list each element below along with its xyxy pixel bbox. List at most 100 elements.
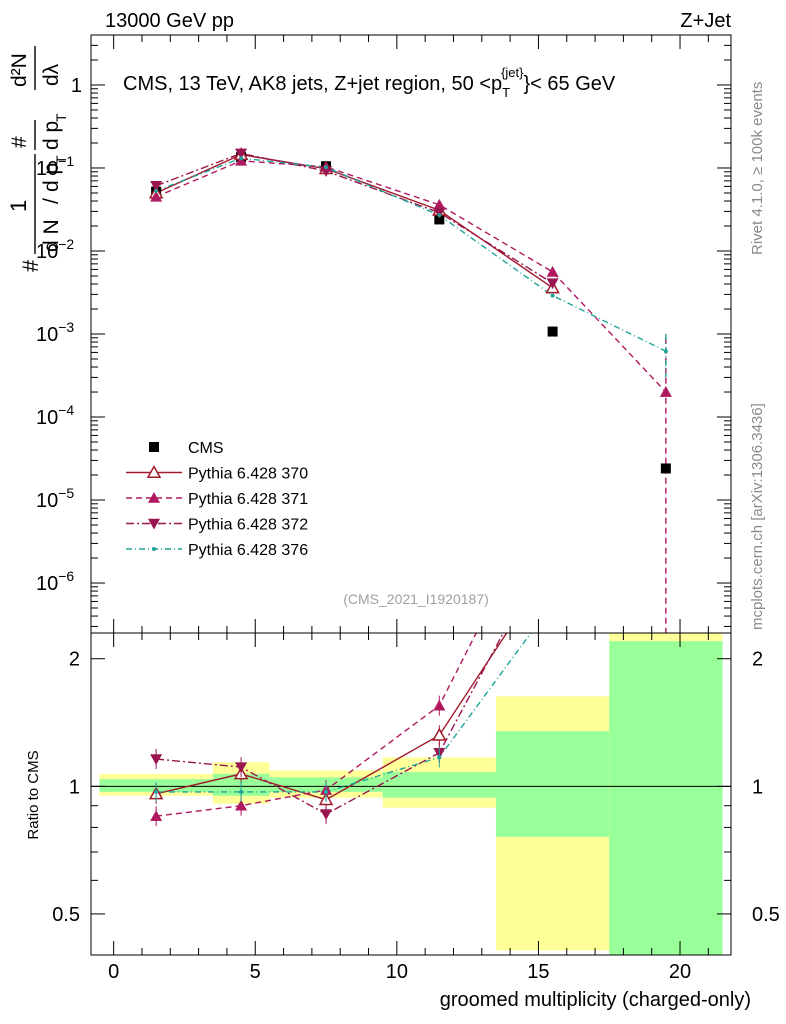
mcplots-reference-label: mcplots.cern.ch [arXiv:1306.3436] — [749, 403, 766, 630]
plot-title-sup: {jet} — [501, 65, 524, 80]
ratio-point-372 — [235, 762, 248, 774]
ratio-y-tick-label-left: 1 — [69, 776, 80, 798]
point-372 — [235, 148, 248, 160]
cms-data-point — [660, 463, 671, 474]
x-tick-label: 5 — [250, 961, 261, 983]
uncertainty-band-inner — [609, 641, 723, 955]
x-tick-label: 0 — [108, 961, 119, 983]
plot-title-tail: }< 65 GeV — [524, 73, 616, 95]
x-tick-label: 10 — [386, 961, 408, 983]
ylabel-dlambda: dλ — [40, 63, 63, 86]
point-376 — [154, 188, 159, 193]
point-371 — [433, 198, 446, 210]
ratio-point-371 — [433, 699, 446, 711]
main-y-tick-label: 1 — [71, 75, 82, 97]
ratio-point-376 — [324, 789, 329, 794]
legend-label: CMS — [188, 440, 224, 457]
ylabel-dn: d N — [40, 219, 63, 252]
main-y-tick-labels: 1 10−1 10−2 10−3 10−4 10−5 10−6 — [36, 75, 82, 595]
ratio-point-370 — [432, 727, 447, 741]
point-371 — [546, 265, 559, 277]
point-376 — [550, 293, 555, 298]
legend-entry: Pythia 6.428 372 — [126, 517, 308, 534]
legend-label: Pythia 6.428 371 — [188, 491, 308, 508]
header-analysis: Z+Jet — [680, 10, 731, 32]
ratio-y-tick-label-right: 2 — [752, 649, 763, 671]
main-y-tick-label: 10−5 — [36, 485, 74, 512]
legend-entry: Pythia 6.428 370 — [126, 464, 308, 483]
ratio-point-376 — [154, 789, 159, 794]
ratio-point-372 — [320, 809, 333, 821]
ylabel-t-sub-2: T — [53, 113, 69, 122]
ylabel-slash: / — [40, 198, 63, 204]
ratio-y-tick-label-right: 1 — [752, 776, 763, 798]
main-panel: 1 10−1 10−2 10−3 10−4 10−5 10−6 — [36, 34, 732, 634]
ylabel-d2n: d²N — [8, 53, 31, 87]
legend-marker-swatch — [148, 492, 160, 503]
main-series-markers — [148, 147, 672, 474]
plot-title-sub: T — [502, 85, 510, 100]
plot-title-main: CMS, 13 TeV, AK8 jets, Z+jet region, 50 … — [123, 73, 502, 95]
ylabel-dpt-2: d p — [40, 121, 63, 150]
rivet-version-label: Rivet 4.1.0, ≥ 100k events — [749, 82, 766, 255]
legend-entry: CMS — [149, 440, 224, 457]
main-y-tick-label: 10−1 — [36, 153, 74, 180]
main-frame — [90, 34, 732, 634]
uncertainty-band-inner — [495, 731, 610, 837]
header-process: 13000 GeV pp — [105, 10, 234, 32]
ratio-point-371 — [235, 799, 248, 811]
ratio-uncertainty-bands — [99, 633, 723, 955]
ratio-panel: 2 2 1 1 0.5 0.5 0 5 10 15 20 — [52, 632, 780, 983]
legend-label: Pythia 6.428 370 — [188, 466, 308, 483]
x-tick-label: 15 — [527, 961, 549, 983]
main-y-axis-label: # 1 d N / d p T # d p T d²N dλ — [6, 46, 69, 272]
x-axis-label: groomed multiplicity (charged-only) — [440, 989, 751, 1011]
legend-entry: Pythia 6.428 376 — [126, 542, 308, 559]
point-376 — [663, 349, 668, 354]
point-376 — [324, 165, 329, 170]
ratio-point-372 — [150, 754, 163, 766]
main-y-ticks — [91, 34, 731, 633]
ratio-y-tick-label-left: 2 — [69, 649, 80, 671]
point-372 — [546, 278, 559, 290]
legend-label: Pythia 6.428 376 — [188, 542, 308, 559]
series-line-376 — [155, 157, 667, 352]
ylabel-one: 1 — [6, 200, 31, 212]
uncertainty-band-inner — [382, 772, 496, 798]
legend-marker-swatch — [146, 464, 162, 479]
legend-marker-swatch — [152, 547, 156, 551]
legend-marker-swatch — [149, 442, 159, 452]
main-y-tick-label: 10−6 — [36, 568, 74, 595]
point-371 — [659, 386, 672, 397]
ratio-point-371 — [150, 810, 163, 822]
main-series-lines — [155, 152, 667, 633]
main-y-tick-label: 10−3 — [36, 319, 74, 346]
main-y-tick-label: 10−2 — [36, 236, 74, 263]
ylabel-hash-2: # — [8, 136, 31, 148]
ratio-line-376 — [156, 633, 532, 793]
ratio-point-376 — [437, 755, 442, 760]
legend-marker-swatch — [148, 518, 160, 530]
point-376 — [239, 156, 244, 161]
ratio-y-axis-label: Ratio to CMS — [25, 750, 42, 839]
ratio-line-371 — [156, 633, 478, 817]
ratio-y-tick-label-left: 0.5 — [52, 904, 80, 926]
legend-entry: Pythia 6.428 371 — [126, 491, 308, 508]
ratio-ticks — [91, 633, 731, 956]
analysis-watermark: (CMS_2021_I1920187) — [343, 591, 489, 607]
legend: CMS Pythia 6.428 370 Pythia 6.428 371 Pythi… — [126, 440, 308, 559]
series-line-370 — [155, 153, 553, 289]
plot-title: CMS, 13 TeV, AK8 jets, Z+jet region, 50 … — [123, 65, 616, 100]
ratio-y-tick-label-right: 0.5 — [752, 904, 780, 926]
point-372 — [150, 181, 163, 192]
ratio-series-markers — [148, 695, 447, 827]
legend-label: Pythia 6.428 372 — [188, 517, 308, 534]
series-line-371 — [155, 160, 667, 393]
cms-data-point — [547, 326, 558, 337]
point-371 — [150, 190, 163, 202]
ylabel-dpt-1: d p — [40, 163, 63, 192]
ylabel-hash-1: # — [18, 259, 43, 272]
ratio-frame — [90, 632, 732, 956]
cms-data-point — [434, 214, 445, 225]
